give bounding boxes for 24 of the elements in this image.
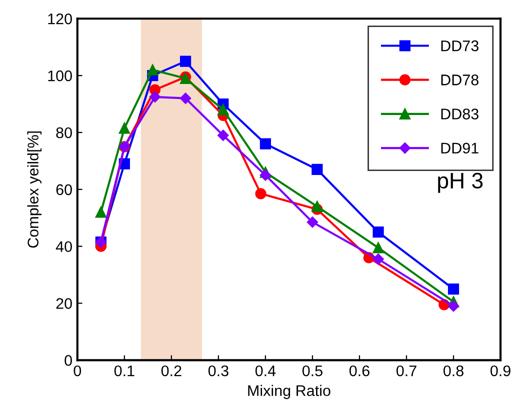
y-tick-label: 20: [56, 298, 72, 309]
x-tick-label: 0.5: [302, 365, 322, 376]
legend-label: DD83: [441, 108, 478, 120]
x-tick-label: 0.8: [443, 365, 464, 376]
x-tick-label: 0.3: [208, 365, 228, 376]
x-tick-label: 0.6: [349, 365, 370, 376]
x-tick-label: 0.2: [161, 365, 182, 376]
y-tick-label: 60: [56, 184, 72, 196]
legend-label: DD78: [441, 74, 478, 86]
x-tick-label: 0: [74, 365, 82, 376]
y-axis-title: Complex yeild[%]: [27, 131, 42, 248]
x-tick-label: 0.4: [255, 365, 276, 376]
y-tick-label: 40: [56, 241, 72, 252]
x-tick-label: 0.1: [114, 365, 134, 376]
y-tick-label: 80: [56, 127, 72, 138]
y-tick-label: 0: [64, 355, 72, 366]
x-tick-label: 0.9: [490, 365, 510, 376]
annotation: pH 3: [438, 172, 483, 193]
x-tick-label: 0.7: [396, 365, 416, 376]
legend-label: DD91: [441, 142, 478, 154]
x-axis-title: Mixing Ratio: [248, 384, 330, 400]
y-tick-label: 100: [48, 70, 72, 82]
legend-label: DD73: [441, 40, 478, 52]
y-tick-label: 120: [48, 14, 72, 24]
